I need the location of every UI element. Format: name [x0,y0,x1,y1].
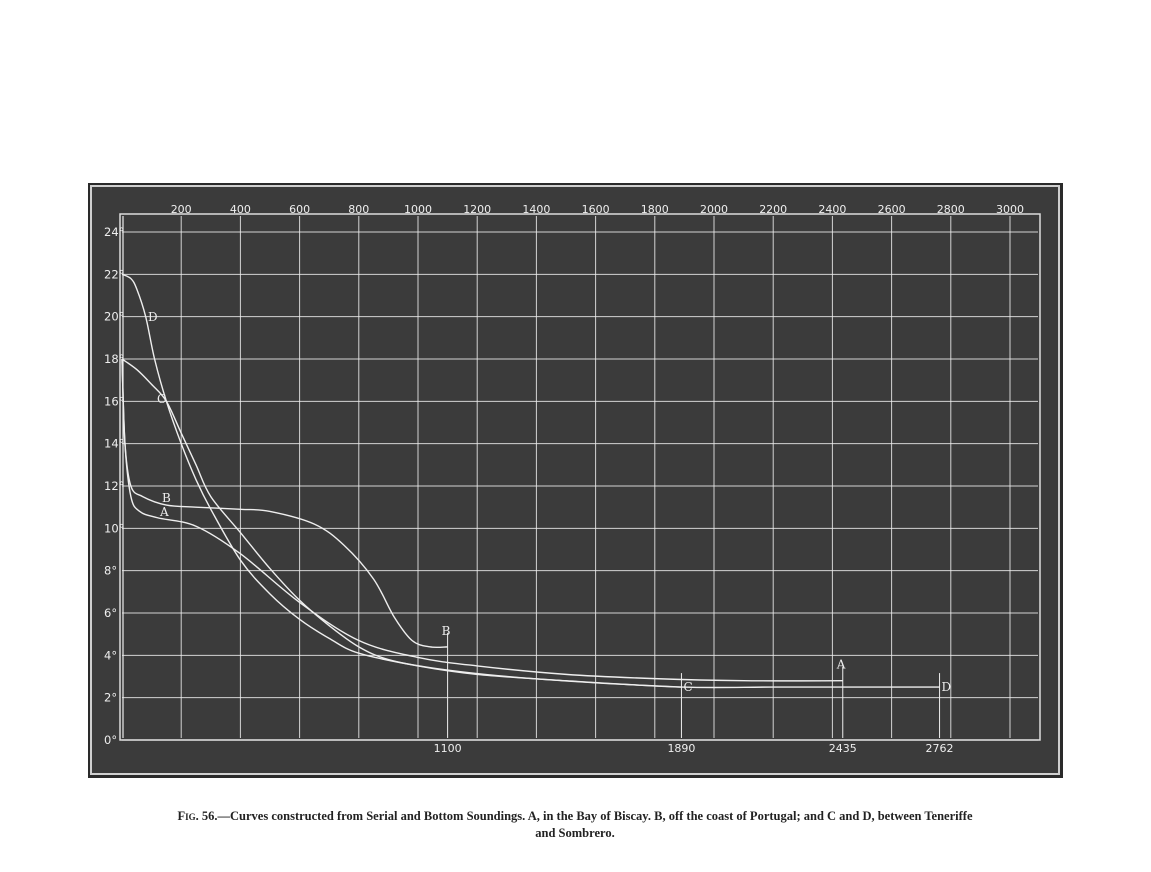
x-tick-label: 600 [289,203,310,216]
y-tick-label: 22° [104,267,124,281]
y-tick-label: 8° [104,564,117,578]
y-tick-label: 14° [104,437,124,451]
depth-markers: 1100 1890 2435 2762 [434,742,954,755]
x-tick-label: 400 [230,203,251,216]
x-tick-label: 2600 [878,203,906,216]
y-tick-label: 12° [104,479,124,493]
y-tick-label: 2° [104,691,117,705]
y-tick-label: 20° [104,310,124,324]
x-tick-label: 2200 [759,203,787,216]
y-tick-label: 4° [104,648,117,662]
series-d-label: D [148,310,158,324]
x-tick-labels: 200 400 600 800 1000 1200 1400 1600 1800 2000 2200… [171,203,1024,216]
x-tick-label: 1400 [522,203,550,216]
x-tick-label: 1800 [641,203,669,216]
series-b-label: B [162,491,171,505]
x-tick-label: 1200 [463,203,491,216]
y-tick-label: 0° [104,733,117,747]
y-tick-labels: 0° 2° 4° 6° 8° 10° 12° 14° 16° 18° 20° 22° 24° [104,225,124,747]
depth-marker-label: 1100 [434,742,462,755]
y-tick-label: 10° [104,521,124,535]
figure-caption: Fig. 56.—Curves constructed from Serial … [70,808,1080,842]
depth-marker-label: 2762 [926,742,954,755]
board [90,185,1060,775]
series-c-label: C [157,392,166,406]
x-tick-label: 2800 [937,203,965,216]
x-tick-label: 200 [171,203,192,216]
x-tick-label: 2400 [818,203,846,216]
y-tick-label: 6° [104,606,117,620]
figure-number: Fig. 56. [177,809,218,823]
y-tick-label: 16° [104,394,124,408]
y-tick-label: 18° [104,352,124,366]
x-tick-label: 800 [348,203,369,216]
grid [122,216,1038,741]
x-tick-label: 2000 [700,203,728,216]
depth-marker-label: 2435 [829,742,857,755]
caption-line-1: —Curves constructed from Serial and Bott… [217,809,973,823]
series-b-end-label: B [442,624,451,638]
caption-line-2: and Sombrero. [535,826,615,840]
series-a-label: A [159,505,169,519]
x-tick-label: 1000 [404,203,432,216]
x-tick-label: 3000 [996,203,1024,216]
y-tick-label: 24° [104,225,124,239]
series-d-end-label: D [942,680,952,694]
series-d-line [121,273,940,689]
series-a-end-label: A [836,658,846,672]
series-b-line [121,358,448,649]
depth-marker-label: 1890 [667,742,695,755]
series-c-line [121,358,682,688]
x-tick-label: 1600 [582,203,610,216]
